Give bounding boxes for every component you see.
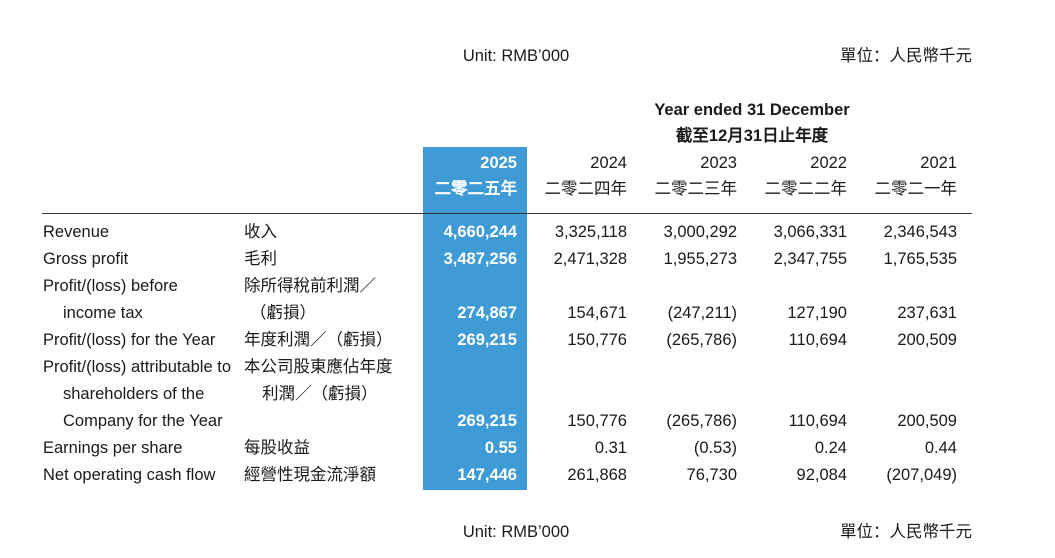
year: 2025 <box>480 154 517 172</box>
unit-en: Unit: RMB’000 <box>462 47 570 65</box>
highlight-column <box>423 147 527 490</box>
year: 2023 <box>700 154 737 172</box>
cell-value: (207,049) <box>886 466 957 484</box>
row-label-zh: （虧損） <box>250 304 316 322</box>
cell-value: 274,867 <box>457 304 517 322</box>
cell-value: 2,347,755 <box>773 250 847 268</box>
cell-value: 0.24 <box>814 439 847 457</box>
cell-value: 150,776 <box>567 331 627 349</box>
unit-zh: 單位：人民幣千元 <box>840 523 972 541</box>
cell-value: 127,190 <box>787 304 847 322</box>
year-zh: 二零二三年 <box>654 180 738 198</box>
row-label: income tax <box>63 304 143 322</box>
row-label-zh: 每股收益 <box>244 439 310 457</box>
row-label-zh: 本公司股東應佔年度 <box>244 358 393 376</box>
cell-value: 237,631 <box>897 304 957 322</box>
cell-value: 2,346,543 <box>883 223 957 241</box>
row-label: Company for the Year <box>63 412 223 430</box>
cell-value: 154,671 <box>567 304 627 322</box>
row-label: Net operating cash flow <box>43 466 216 484</box>
year: 2022 <box>810 154 847 172</box>
cell-value: 110,694 <box>788 412 847 430</box>
row-label: Revenue <box>43 223 110 241</box>
row-label-zh: 年度利潤／（虧損） <box>244 331 393 349</box>
header-title-zh: 截至12月31日止年度 <box>675 127 829 145</box>
cell-value: 1,765,535 <box>883 250 957 268</box>
year-zh: 二零二五年 <box>434 180 518 198</box>
row-label-zh: 利潤／（虧損） <box>262 385 378 403</box>
cell-value: 3,487,256 <box>443 250 517 268</box>
cell-value: 0.31 <box>594 439 627 457</box>
row-label-zh: 毛利 <box>244 250 277 268</box>
cell-value: 76,730 <box>686 466 737 484</box>
cell-value: 4,660,244 <box>443 223 517 241</box>
cell-value: 2,471,328 <box>553 250 627 268</box>
cell-value: 200,509 <box>897 412 957 430</box>
cell-value: 261,868 <box>567 466 627 484</box>
unit-en: Unit: RMB’000 <box>462 523 570 541</box>
cell-value: 150,776 <box>567 412 627 430</box>
row-label-zh: 經營性現金流淨額 <box>244 466 376 484</box>
cell-value: 200,509 <box>897 331 957 349</box>
cell-value: 0.44 <box>924 439 957 457</box>
row-label: Profit/(loss) before <box>43 277 178 295</box>
year: 2021 <box>920 154 957 172</box>
cell-value: (265,786) <box>666 331 737 349</box>
unit-zh: 單位：人民幣千元 <box>840 47 972 65</box>
cell-value: 269,215 <box>457 412 517 430</box>
row-label-zh: 除所得稅前利潤／ <box>244 277 376 295</box>
row-label: Profit/(loss) for the Year <box>43 331 216 349</box>
header-title: Year ended 31 December <box>654 101 850 119</box>
cell-value: 1,955,273 <box>663 250 737 268</box>
year-zh: 二零二二年 <box>764 180 848 198</box>
year-zh: 二零二四年 <box>544 180 628 198</box>
row-label: Profit/(loss) attributable to <box>43 358 231 376</box>
header-rule <box>42 213 972 214</box>
cell-value: (0.53) <box>693 439 737 457</box>
year-zh: 二零二一年 <box>874 180 958 198</box>
cell-value: 3,066,331 <box>773 223 847 241</box>
cell-value: 269,215 <box>457 331 517 349</box>
year: 2024 <box>590 154 627 172</box>
cell-value: 92,084 <box>796 466 847 484</box>
cell-value: 3,000,292 <box>663 223 737 241</box>
row-label: shareholders of the <box>63 385 205 403</box>
cell-value: 147,446 <box>457 466 517 484</box>
row-label: Gross profit <box>43 250 129 268</box>
cell-value: (247,211) <box>667 304 737 322</box>
cell-value: 3,325,118 <box>554 223 627 241</box>
cell-value: 110,694 <box>788 331 847 349</box>
cell-value: (265,786) <box>666 412 737 430</box>
cell-value: 0.55 <box>484 439 517 457</box>
row-label: Earnings per share <box>43 439 183 457</box>
row-label-zh: 收入 <box>244 223 277 241</box>
